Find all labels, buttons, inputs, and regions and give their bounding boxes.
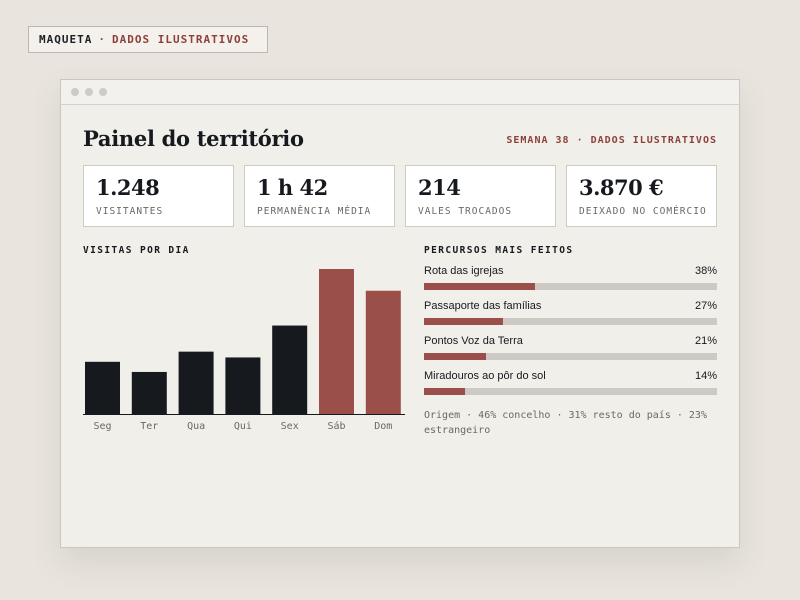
visits-bar-chart: Seg Ter Qua Qui Sex Sáb Dom (83, 269, 405, 432)
route-item: Passaporte das famílias 27% (424, 299, 717, 334)
route-progress-track (424, 388, 717, 395)
kpi-card-visitors: 1.248 VISITANTES (83, 165, 234, 227)
window-titlebar (61, 80, 739, 105)
route-progress-fill (424, 353, 486, 360)
bar-sex (272, 325, 308, 414)
route-name: Rota das igrejas (424, 265, 504, 277)
visits-chart-title: VISITAS POR DIA (83, 245, 190, 256)
route-name: Pontos Voz da Terra (424, 335, 523, 347)
mockup-tag-note: DADOS ILUSTRATIVOS (111, 33, 250, 46)
window-dot-icon[interactable] (71, 88, 79, 96)
bar-dom (365, 290, 401, 414)
routes-list: Rota das igrejas 38% Passaporte das famí… (424, 264, 717, 404)
routes-title: PERCURSOS MAIS FEITOS (424, 245, 574, 256)
route-name: Miradouros ao pôr do sol (424, 370, 546, 382)
bar-seg (85, 361, 120, 414)
x-tick-label: Ter (140, 421, 158, 432)
route-item: Miradouros ao pôr do sol 14% (424, 369, 717, 404)
page-title: Painel do território (83, 126, 304, 151)
mockup-tag-label: MAQUETA (39, 33, 93, 46)
kpi-card-commerce: 3.870 € DEIXADO NO COMÉRCIO (566, 165, 717, 227)
route-percent: 14% (694, 370, 717, 382)
kpi-label: DEIXADO NO COMÉRCIO (579, 206, 707, 217)
mockup-tag-separator: · (98, 33, 106, 46)
x-tick-label: Seg (93, 421, 111, 432)
kpi-label: VALES TROCADOS (418, 206, 513, 217)
kpi-value: 214 (418, 175, 461, 200)
mockup-tag: MAQUETA · DADOS ILUSTRATIVOS (28, 26, 268, 53)
route-progress-track (424, 353, 717, 360)
route-percent: 27% (694, 300, 717, 312)
window-dot-icon[interactable] (85, 88, 93, 96)
bar-ter (131, 371, 167, 414)
route-progress-fill (424, 283, 536, 290)
kpi-label: VISITANTES (96, 206, 164, 217)
bar-sáb (319, 269, 354, 414)
browser-window: Painel do território SEMANA 38 · DADOS I… (60, 79, 740, 548)
week-label: SEMANA 38 · DADOS ILUSTRATIVOS (506, 135, 717, 146)
route-percent: 38% (694, 265, 717, 277)
kpi-card-avg-stay: 1 h 42 PERMANÊNCIA MÉDIA (244, 165, 395, 227)
route-progress-fill (424, 318, 504, 325)
bar-qua (178, 351, 214, 414)
kpi-row: 1.248 VISITANTES 1 h 42 PERMANÊNCIA MÉDI… (83, 165, 717, 227)
origin-breakdown: Origem · 46% concelho · 31% resto do paí… (424, 410, 707, 436)
x-tick-label: Sex (281, 421, 299, 432)
bar-qui (225, 357, 261, 414)
route-progress-fill (424, 388, 466, 395)
x-tick-label: Sáb (327, 420, 345, 432)
kpi-value: 1.248 (96, 175, 160, 200)
route-item: Rota das igrejas 38% (424, 264, 717, 299)
window-dot-icon[interactable] (99, 88, 107, 96)
kpi-value: 1 h 42 (257, 175, 328, 200)
route-name: Passaporte das famílias (424, 300, 542, 312)
route-progress-track (424, 318, 717, 325)
x-tick-label: Dom (374, 421, 392, 432)
route-item: Pontos Voz da Terra 21% (424, 334, 717, 369)
route-progress-track (424, 283, 717, 290)
x-tick-label: Qua (187, 421, 205, 432)
route-percent: 21% (694, 335, 717, 347)
kpi-card-vouchers: 214 VALES TROCADOS (405, 165, 556, 227)
kpi-value: 3.870 € (579, 175, 664, 200)
kpi-label: PERMANÊNCIA MÉDIA (257, 206, 372, 217)
x-tick-label: Qui (234, 421, 252, 432)
